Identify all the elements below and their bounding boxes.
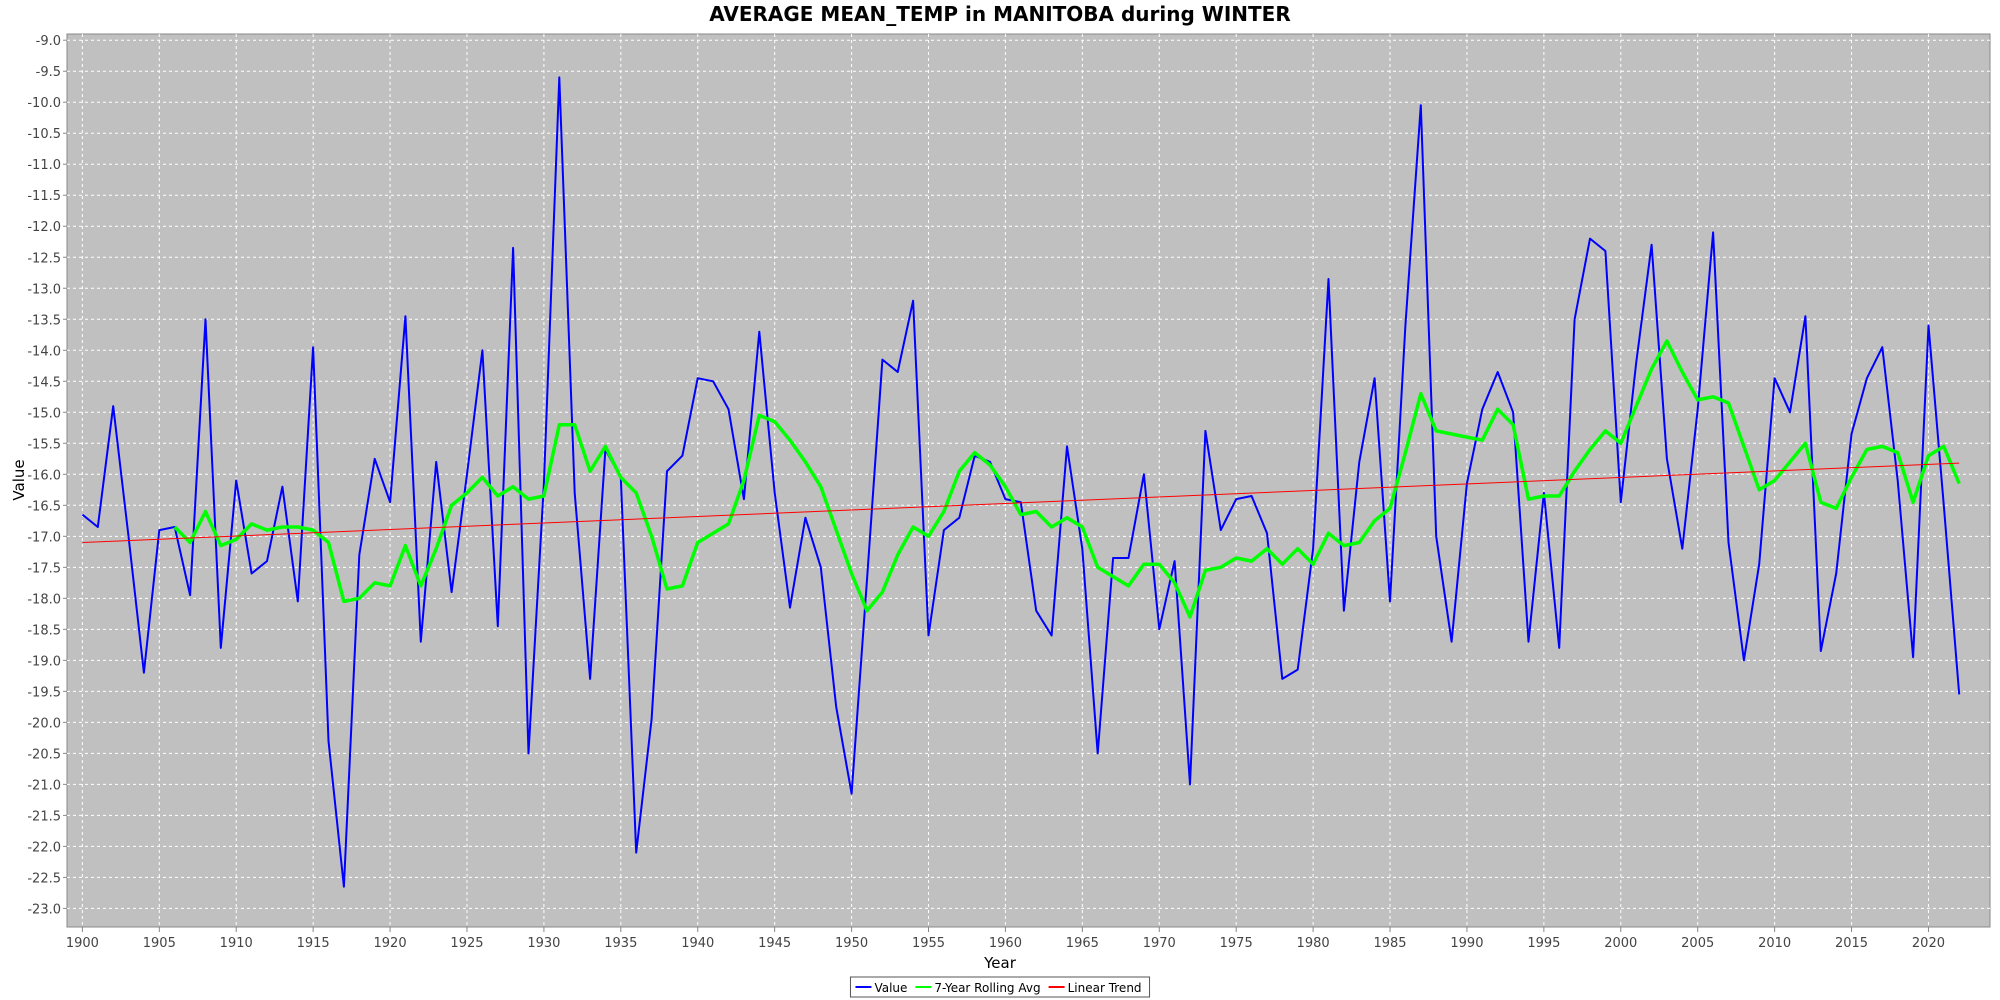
x-tick-label: 1965 (1066, 936, 1099, 951)
y-tick-label: -20.0 (27, 716, 61, 731)
x-tick-label: 1940 (681, 936, 714, 951)
legend-label: Value (874, 981, 907, 995)
y-axis-label: Value (10, 459, 28, 500)
y-tick-label: -13.5 (27, 313, 61, 328)
x-tick-label: 1975 (1220, 936, 1253, 951)
x-tick-label: 2000 (1604, 936, 1637, 951)
y-tick-label: -10.0 (27, 96, 61, 111)
x-tick-label: 2010 (1758, 936, 1791, 951)
y-tick-label: -17.5 (27, 561, 61, 576)
y-tick-label: -9.0 (36, 34, 61, 49)
x-tick-label: 1990 (1450, 936, 1483, 951)
x-tick-label: 1985 (1373, 936, 1406, 951)
y-tick-label: -23.0 (27, 902, 61, 917)
y-tick-label: -14.5 (27, 375, 61, 390)
y-tick-label: -13.0 (27, 282, 61, 297)
legend-label: Linear Trend (1068, 981, 1142, 995)
x-tick-label: 1960 (989, 936, 1022, 951)
y-tick-label: -21.5 (27, 809, 61, 824)
x-tick-label: 1970 (1143, 936, 1176, 951)
y-tick-label: -22.0 (27, 840, 61, 855)
x-tick-label: 1915 (297, 936, 330, 951)
x-tick-label: 1925 (450, 936, 483, 951)
plot-area (66, 33, 1991, 928)
series-line-2 (82, 462, 1960, 543)
y-tick-label: -21.0 (27, 778, 61, 793)
y-tick-label: -18.0 (27, 592, 61, 607)
y-tick-label: -12.0 (27, 220, 61, 235)
x-tick-label: 1955 (912, 936, 945, 951)
y-tick-label: -15.0 (27, 406, 61, 421)
y-tick-label: -19.5 (27, 685, 61, 700)
y-tick-label: -22.5 (27, 871, 61, 886)
x-tick-label: 1905 (143, 936, 176, 951)
y-tick-label: -11.0 (27, 158, 61, 173)
series-layer (81, 76, 1961, 888)
y-tick-label: -16.0 (27, 468, 61, 483)
y-tick-label: -19.0 (27, 654, 61, 669)
y-tick-label: -16.5 (27, 499, 61, 514)
series-line-1 (173, 339, 1961, 619)
legend-box (849, 976, 1151, 998)
y-tick-label: -15.5 (27, 437, 61, 452)
x-tick-label: 1920 (374, 936, 407, 951)
y-tick-label: -18.5 (27, 623, 61, 638)
legend: Value 7-Year Rolling Avg Linear Trend (849, 976, 1151, 998)
x-tick-label: 2020 (1912, 936, 1945, 951)
x-tick-label: 1945 (758, 936, 791, 951)
axes: 1900 1905 1910 1915 1920 1925 1930 1935 1940 1945… (27, 34, 1945, 951)
x-tick-label: 1910 (220, 936, 253, 951)
y-tick-label: -10.5 (27, 127, 61, 142)
x-tick-label: 2005 (1681, 936, 1714, 951)
x-axis-label: Year (983, 954, 1017, 972)
chart-title: AVERAGE MEAN_TEMP in MANITOBA during WIN… (709, 2, 1290, 26)
legend-label: 7-Year Rolling Avg (934, 981, 1040, 995)
y-tick-label: -20.5 (27, 747, 61, 762)
x-tick-label: 1930 (527, 936, 560, 951)
x-tick-label: 1950 (835, 936, 868, 951)
x-tick-label: 2015 (1835, 936, 1868, 951)
x-tick-label: 1935 (604, 936, 637, 951)
y-tick-label: -11.5 (27, 189, 61, 204)
series-line-0 (81, 76, 1961, 888)
y-tick-label: -9.5 (36, 65, 61, 80)
x-tick-label: 1980 (1297, 936, 1330, 951)
grid-lines (67, 34, 1990, 927)
y-tick-label: -12.5 (27, 251, 61, 266)
x-tick-label: 1995 (1527, 936, 1560, 951)
y-tick-label: -14.0 (27, 344, 61, 359)
x-tick-label: 1900 (66, 936, 99, 951)
y-tick-label: -17.0 (27, 530, 61, 545)
